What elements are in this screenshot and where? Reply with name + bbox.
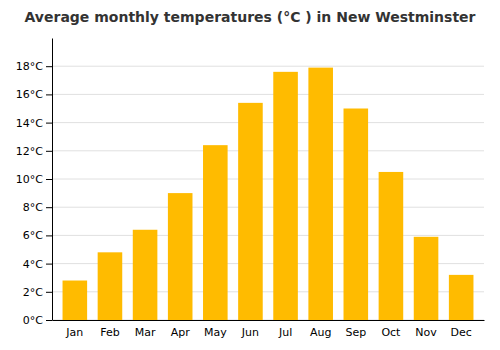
bar: [273, 72, 298, 320]
tick: 6°C: [23, 229, 52, 242]
tick: Mar: [135, 326, 156, 339]
tick-label: Apr: [171, 326, 191, 339]
tick-mark: [46, 207, 52, 208]
tick-label: 6°C: [23, 229, 43, 242]
tick-label: Jan: [65, 326, 83, 339]
tick-label: 16°C: [16, 88, 43, 101]
grid-line: [52, 94, 484, 95]
tick: 2°C: [23, 286, 52, 299]
tick: 4°C: [23, 258, 52, 271]
bar: [379, 172, 404, 320]
bar: [133, 230, 158, 320]
bar: [63, 281, 88, 320]
tick: Nov: [415, 326, 437, 339]
tick: Aug: [310, 326, 331, 339]
tick-label: 2°C: [23, 286, 43, 299]
tick-label: 14°C: [16, 117, 43, 130]
tick-label: 4°C: [23, 258, 43, 271]
bar: [98, 252, 123, 320]
grid-line: [52, 179, 484, 180]
y-axis: 0°C 2°C 4°C 6°C 8°C 10°C 12°C 14°C 16°C 18°C: [16, 39, 53, 328]
tick: Apr: [171, 326, 191, 339]
tick-label: Oct: [381, 326, 401, 339]
tick: 18°C: [16, 60, 52, 73]
tick-label: 10°C: [16, 173, 43, 186]
tick-label: May: [204, 326, 227, 339]
tick-label: Mar: [135, 326, 156, 339]
title: Average monthly temperatures (°C ) in Ne…: [25, 9, 476, 25]
tick: 16°C: [16, 88, 52, 101]
tick: 10°C: [16, 173, 52, 186]
tick-mark: [46, 179, 52, 180]
bar: [168, 193, 193, 320]
grid-line: [52, 207, 484, 208]
tick-label: 0°C: [23, 314, 43, 327]
chart: Average monthly temperatures (°C ) in Ne…: [0, 0, 500, 350]
bar: [414, 237, 439, 320]
tick-mark: [46, 94, 52, 95]
tick-label: Nov: [415, 326, 437, 339]
tick: Dec: [451, 326, 472, 339]
tick-label: Jul: [278, 326, 292, 339]
bars: [63, 68, 474, 320]
tick: 8°C: [23, 201, 52, 214]
tick-mark: [46, 151, 52, 152]
tick: May: [204, 326, 227, 339]
bar: [238, 103, 263, 320]
grid-line: [52, 150, 484, 151]
tick-mark: [46, 123, 52, 124]
tick-mark: [46, 292, 52, 293]
tick-mark: [46, 264, 52, 265]
tick: Oct: [381, 326, 401, 339]
grid: [52, 66, 484, 320]
tick-mark: [46, 235, 52, 236]
axis-line: [52, 39, 53, 321]
grid-line: [52, 235, 484, 236]
tick: Jun: [241, 326, 259, 339]
tick-label: 8°C: [23, 201, 43, 214]
tick: Sep: [345, 326, 366, 339]
tick-label: Feb: [100, 326, 119, 339]
bar: [308, 68, 333, 320]
tick: 0°C: [23, 314, 52, 327]
grid-line: [52, 122, 484, 123]
bar: [449, 275, 474, 320]
tick-mark: [46, 320, 52, 321]
tick-label: Aug: [310, 326, 331, 339]
tick: Feb: [100, 326, 119, 339]
axis-line: [53, 320, 485, 321]
plot: 0°C 2°C 4°C 6°C 8°C 10°C 12°C 14°C 16°C 18°C Jan Fe…: [16, 39, 485, 339]
tick: 12°C: [16, 145, 52, 158]
x-axis: Jan Feb Mar Apr May Jun Jul Aug Sep Oct Nov Dec: [53, 321, 485, 339]
tick-label: Sep: [345, 326, 366, 339]
tick-label: 12°C: [16, 145, 43, 158]
tick-mark: [46, 66, 52, 67]
bar: [344, 109, 369, 321]
tick: Jan: [65, 326, 83, 339]
tick: 14°C: [16, 117, 52, 130]
tick-label: Dec: [451, 326, 472, 339]
grid-line: [52, 66, 484, 67]
tick-label: Jun: [241, 326, 259, 339]
tick: Jul: [278, 326, 292, 339]
bar: [203, 145, 228, 320]
tick-label: 18°C: [16, 60, 43, 73]
